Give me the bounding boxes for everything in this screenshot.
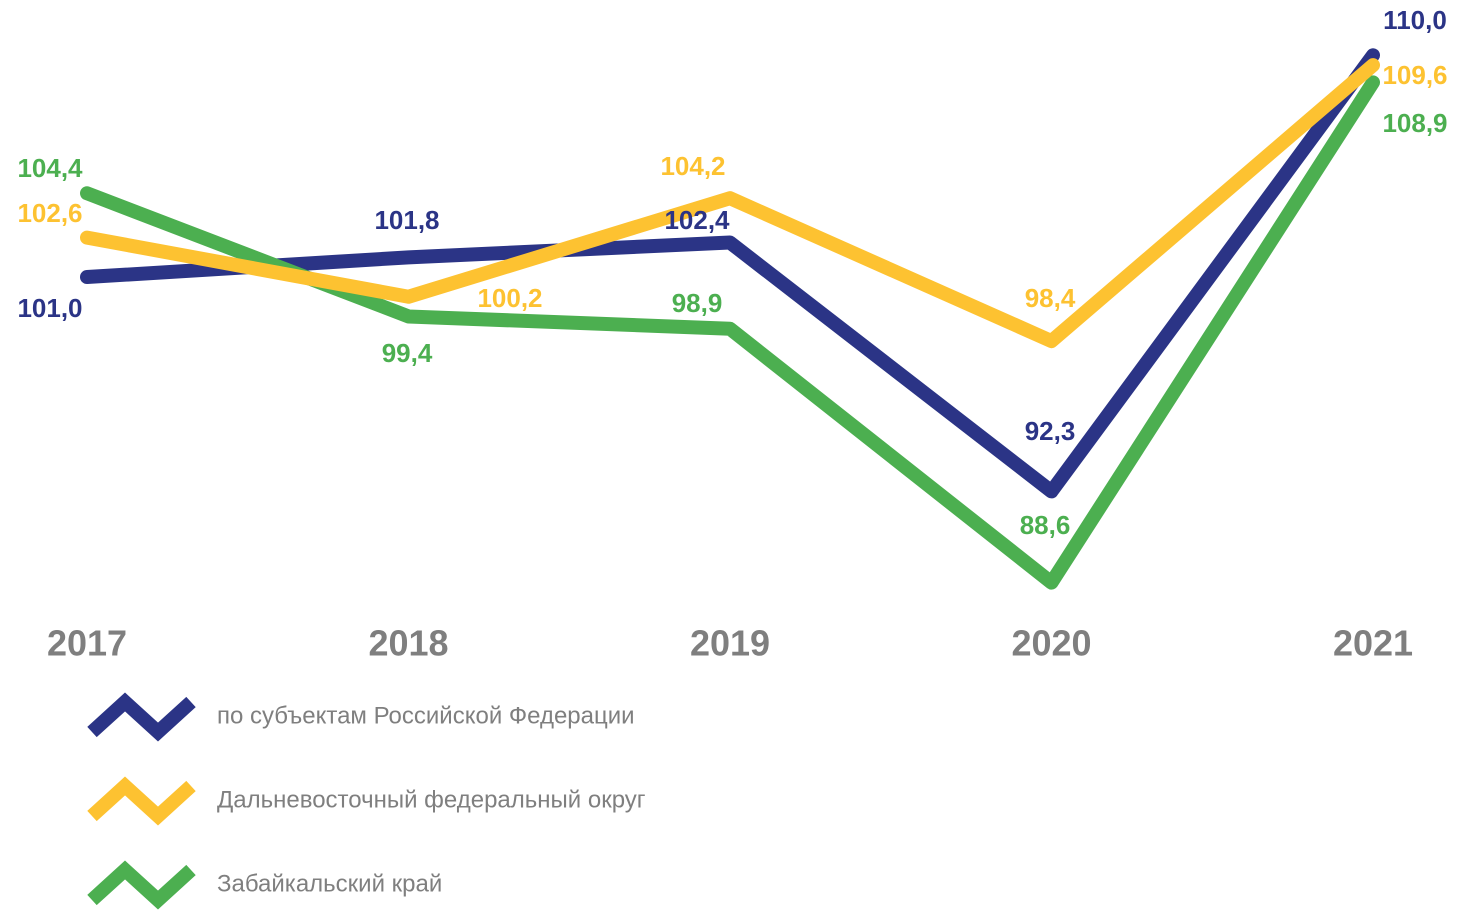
x-tick-label: 2019 [690, 623, 770, 664]
value-label: 102,4 [664, 205, 730, 235]
x-tick-label: 2021 [1333, 623, 1413, 664]
value-label: 110,0 [1383, 5, 1447, 35]
series-line [80, 48, 1380, 499]
legend-icon [87, 776, 196, 826]
value-label: 109,6 [1382, 60, 1447, 90]
legend-label: Забайкальский край [217, 870, 442, 897]
legend-label: по субъектам Российской Федерации [217, 702, 635, 729]
value-label: 108,9 [1382, 108, 1447, 138]
value-label: 98,9 [672, 288, 723, 318]
value-label: 101,0 [17, 293, 82, 323]
series-line [80, 75, 1380, 590]
value-label: 99,4 [382, 338, 433, 368]
legend-icon [87, 692, 196, 742]
value-label: 100,2 [477, 283, 542, 313]
value-label: 98,4 [1025, 283, 1076, 313]
x-tick-label: 2020 [1011, 623, 1091, 664]
value-label: 102,6 [17, 198, 82, 228]
value-label: 104,2 [660, 151, 725, 181]
value-label: 101,8 [374, 205, 439, 235]
x-tick-label: 2018 [368, 623, 448, 664]
value-label: 88,6 [1020, 510, 1071, 540]
x-tick-label: 2017 [47, 623, 127, 664]
value-label: 92,3 [1025, 416, 1076, 446]
value-label: 104,4 [17, 153, 83, 183]
legend-icon [87, 860, 196, 910]
series-line [80, 58, 1380, 349]
legend-label: Дальневосточный федеральный округ [217, 786, 646, 813]
